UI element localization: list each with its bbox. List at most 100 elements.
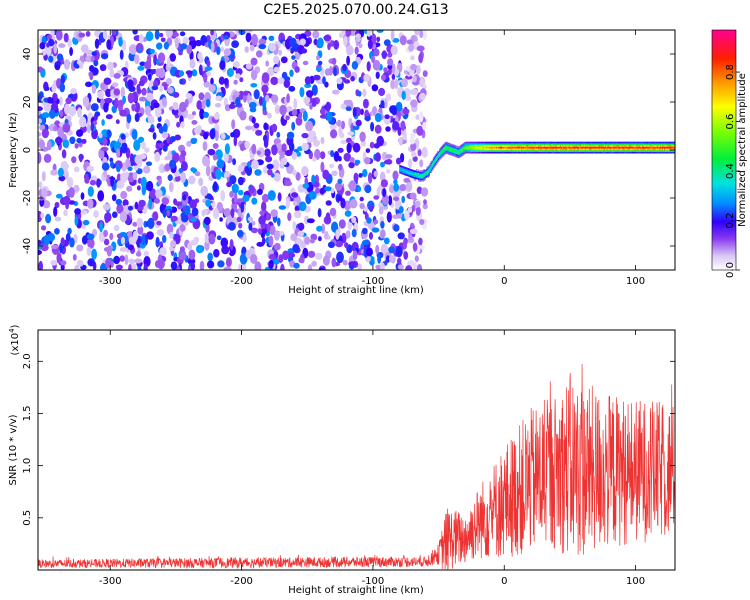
spectrogram-trace-cell <box>513 148 516 151</box>
spectrogram-trace-cell <box>594 143 596 146</box>
spectrogram-trace-cell <box>566 143 568 146</box>
spectrogram-cell <box>416 125 424 136</box>
spectrogram-trace-cell <box>661 151 664 154</box>
spectrogram-trace-cell <box>647 151 649 154</box>
spectrogram-cell <box>298 201 307 212</box>
spectrogram-trace-cell <box>419 176 421 179</box>
spectrogram-trace-cell <box>572 141 574 144</box>
spectrogram-cell <box>101 53 109 60</box>
spectrogram-trace-cell <box>535 143 538 146</box>
spectrogram-cell <box>266 163 274 170</box>
spectrogram-cell <box>378 206 384 215</box>
spectrogram-trace-cell <box>554 143 557 146</box>
spectrogram-trace-cell <box>551 143 553 146</box>
spectrogram-trace-cell <box>484 150 486 152</box>
spectrogram-trace-cell <box>471 141 474 144</box>
spectrogram-trace-cell <box>476 146 479 149</box>
spectrogram-cell <box>212 208 219 219</box>
spectrogram-trace-cell <box>570 150 572 152</box>
spectrogram-trace-cell <box>401 165 403 168</box>
spectrogram-trace-cell <box>648 145 650 147</box>
spectrogram-trace-cell <box>532 145 534 147</box>
spectrogram-cell <box>128 236 137 245</box>
spectrogram-cell <box>418 53 424 64</box>
spectrogram-trace-cell <box>631 141 633 144</box>
spectrogram-cell <box>381 74 386 81</box>
spectrogram-trace-cell <box>669 146 671 149</box>
spectrogram-cell <box>289 141 295 152</box>
spectrogram-cell <box>103 77 112 85</box>
spectrogram-trace-cell <box>558 143 561 146</box>
spectrogram-trace-cell <box>546 143 548 146</box>
spectrogram-trace-cell <box>637 143 640 146</box>
spectrogram-cell <box>271 123 278 133</box>
spectrogram-trace-cell <box>589 141 591 144</box>
spectrogram-trace-cell <box>585 143 587 146</box>
spectrogram-trace-cell <box>592 145 594 147</box>
spectrogram-cell <box>198 177 204 187</box>
spectrogram-trace-cell <box>656 151 658 154</box>
spectrogram-trace-cell <box>590 146 592 149</box>
spectrogram-trace-cell <box>536 150 539 152</box>
spectrogram-trace-cell <box>562 146 564 149</box>
spectrogram-trace-cell <box>593 145 595 147</box>
spectrogram-trace-cell <box>540 151 542 154</box>
spectrogram-cell <box>207 260 215 269</box>
spectrogram-trace-cell <box>555 141 558 144</box>
spectrogram-trace-cell <box>660 150 663 152</box>
spectrogram-cell <box>126 113 132 124</box>
spectrogram-trace-cell <box>600 146 603 149</box>
spectrogram-trace-cell <box>457 146 459 148</box>
spectrogram-trace-cell <box>668 151 670 154</box>
spectrogram-trace-cell <box>573 145 575 147</box>
spectrogram-cell <box>272 159 280 171</box>
spectrogram-trace-cell <box>664 150 666 152</box>
spectrogram-cell <box>319 114 328 119</box>
spectrogram-trace-cell <box>448 142 450 145</box>
spectrogram-cell <box>94 111 101 117</box>
spectrogram-cell <box>201 209 206 217</box>
spectrogram-cell <box>251 116 256 124</box>
spectrogram-trace-cell <box>510 150 512 152</box>
spectrogram-trace-cell <box>535 148 538 151</box>
spectrogram-trace-cell <box>613 150 615 152</box>
spectrogram-cell <box>219 217 223 222</box>
spectrogram-trace-cell <box>513 150 516 152</box>
spectrogram-cell <box>364 116 371 121</box>
spectrogram-trace-cell <box>443 145 445 148</box>
spectrogram-cell <box>76 244 84 252</box>
spectrogram-trace-cell <box>668 150 670 152</box>
spectrogram-trace-cell <box>660 151 663 154</box>
spectrogram-cell <box>134 102 141 113</box>
spectrogram-trace-cell <box>624 141 626 144</box>
spectrogram-trace-cell <box>446 142 448 144</box>
spectrogram-trace-cell <box>662 141 665 144</box>
spectrogram-trace-cell <box>514 145 517 147</box>
spectrogram-trace-cell <box>655 150 657 152</box>
spectrogram-trace-cell <box>669 151 671 154</box>
spectrogram-trace-cell <box>461 146 463 148</box>
spectrogram-cell <box>71 156 77 164</box>
spectrogram-trace-cell <box>557 141 560 144</box>
spectrogram-trace-cell <box>537 146 540 149</box>
spectrogram-cell <box>185 70 193 75</box>
spectrogram-cell <box>336 77 343 85</box>
spectrogram-cell <box>250 253 258 264</box>
spectrogram-trace-cell <box>628 148 630 151</box>
spectrogram-cell <box>205 199 212 207</box>
spectrogram-cell <box>168 181 174 193</box>
spectrogram-trace-cell <box>638 148 641 151</box>
spectrogram-trace-cell <box>479 143 481 146</box>
spectrogram-trace-cell <box>465 146 467 149</box>
spectrogram-trace-cell <box>408 175 410 177</box>
spectrogram-trace-cell <box>672 150 674 152</box>
spectrogram-trace-cell <box>486 151 488 154</box>
spectrogram-trace-cell <box>649 151 651 154</box>
spectrogram-cell <box>223 266 232 270</box>
spectrogram-trace-cell <box>654 150 656 152</box>
spectrogram-trace-cell <box>436 154 438 157</box>
spectrogram-trace-cell <box>609 146 611 149</box>
spectrogram-cell <box>245 32 252 43</box>
spectrogram-trace-cell <box>431 162 434 165</box>
spectrogram-trace-cell <box>575 151 578 154</box>
